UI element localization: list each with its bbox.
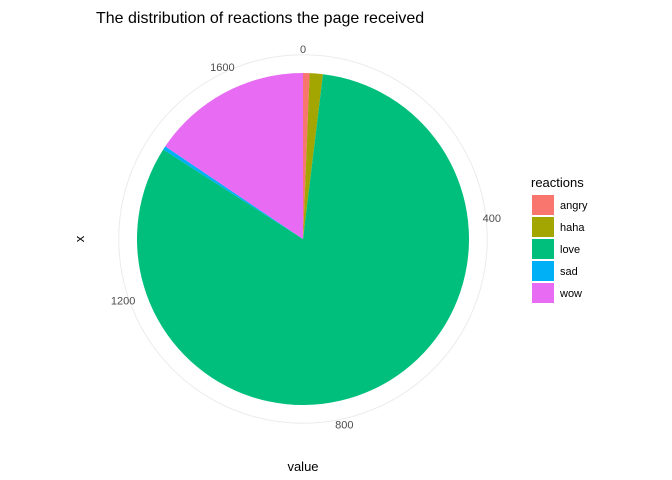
legend-label-haha: haha [560, 222, 585, 234]
legend-key-haha [532, 217, 554, 237]
grid-circle [118, 54, 488, 424]
theta-tick-label: 400 [483, 213, 501, 225]
legend-key-love [532, 239, 554, 259]
theta-tick-label: 1600 [210, 62, 234, 74]
pie-slice-wow [165, 73, 303, 239]
x-axis-title: value [287, 459, 318, 474]
pie-slice-haha [303, 73, 323, 239]
chart-title: The distribution of reactions the page r… [96, 10, 424, 27]
theta-tick-label: 0 [300, 44, 306, 56]
pie-slice-angry [303, 73, 310, 239]
pie-slice-love [136, 74, 469, 405]
theta-tick-labels: 0 400 800 1200 1600 [111, 44, 501, 431]
legend-label-love: love [560, 244, 580, 256]
legend-key-angry [532, 195, 554, 215]
pie-slices [136, 73, 469, 405]
legend-title: reactions [531, 175, 584, 190]
legend: reactions angry haha love sad wow [531, 175, 588, 303]
y-axis-title: x [72, 235, 87, 242]
legend-key-wow [532, 283, 554, 303]
legend-label-sad: sad [560, 266, 578, 278]
legend-key-sad [532, 261, 554, 281]
legend-label-wow: wow [559, 288, 582, 300]
pie-slice-sad [163, 146, 303, 239]
legend-label-angry: angry [560, 200, 588, 212]
theta-tick-label: 800 [335, 419, 353, 431]
theta-tick-label: 1200 [111, 295, 135, 307]
